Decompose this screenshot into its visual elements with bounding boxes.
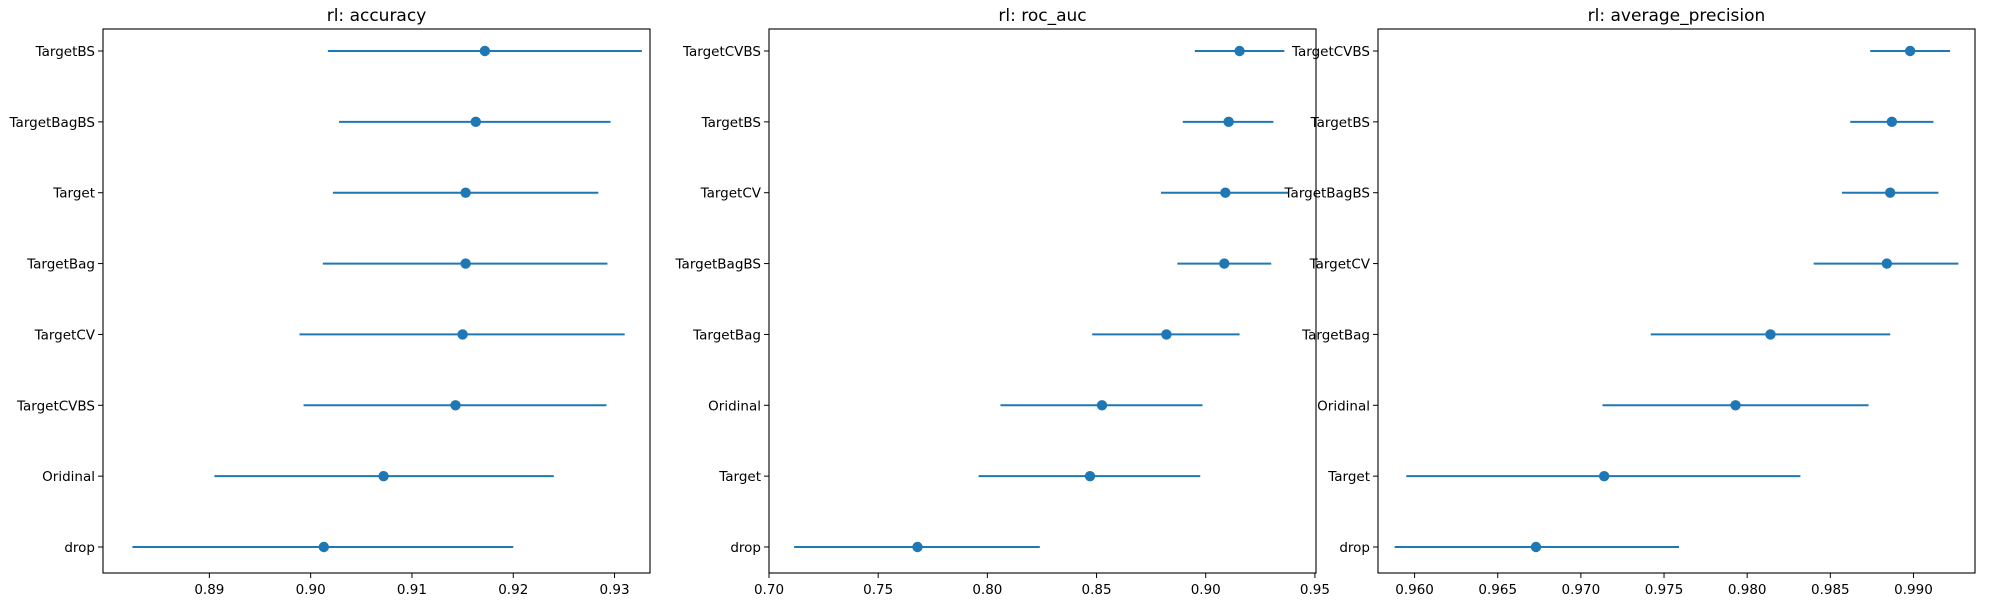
y-tick-label: TargetCV (1309, 257, 1371, 273)
y-tick-label: TargetBag (1301, 327, 1370, 343)
y-tick-label: TargetCVBS (1291, 44, 1370, 60)
x-tick-label: 0.85 (1082, 582, 1112, 598)
x-tick-label: 0.91 (397, 582, 427, 598)
x-tick-label: 0.93 (600, 582, 630, 598)
data-point-TargetBag (1765, 329, 1776, 340)
y-tick-label: TargetBS (1310, 115, 1370, 131)
data-point-TargetBagBS (1884, 187, 1896, 198)
x-tick-label: 0.89 (194, 582, 224, 598)
x-tick-label: 0.990 (1894, 582, 1933, 598)
y-tick-label: drop (730, 540, 761, 556)
data-point-TargetBS (479, 45, 491, 57)
y-tick-label: TargetBagBS (9, 115, 95, 131)
chart-title: rl: accuracy (327, 6, 427, 26)
x-tick-label: 0.965 (1478, 582, 1517, 598)
chart-panel-3: rl: average_precision TargetCVBS TargetBS T… (1284, 6, 1976, 598)
x-tick-label: 0.90 (1191, 582, 1221, 598)
data-point-TargetBagBS (470, 116, 481, 128)
data-point-Target (1084, 470, 1096, 482)
y-tick-label: Oridinal (1317, 398, 1370, 414)
data-point-Target (1598, 470, 1610, 482)
y-tick-label: Target (718, 469, 761, 485)
y-tick-label: TargetBag (692, 327, 761, 343)
x-tick-label: 0.980 (1728, 582, 1767, 598)
axes-frame (768, 28, 1317, 574)
x-tick-label: 0.970 (1562, 582, 1601, 598)
y-tick-label: TargetBagBS (675, 257, 761, 273)
y-tick-label: Oridinal (42, 469, 95, 485)
data-point-TargetCV (457, 329, 468, 340)
data-point-TargetBS (1223, 116, 1234, 128)
data-point-drop (1530, 541, 1542, 553)
x-tick-label: 0.70 (754, 582, 784, 598)
x-tick-label: 0.975 (1645, 582, 1684, 598)
chart-panel-1: rl: accuracy TargetBS TargetBagBS Target Tar… (9, 6, 651, 598)
chart-panel-2: rl: roc_auc TargetCVBS TargetBS TargetCV Tar… (675, 6, 1330, 598)
x-tick-label: 0.985 (1811, 582, 1850, 598)
data-point-TargetCV (1220, 187, 1231, 198)
data-point-drop (318, 541, 330, 553)
data-point-TargetBag (460, 258, 471, 269)
x-tick-label: 0.92 (498, 582, 528, 598)
y-tick-label: TargetCV (700, 186, 762, 202)
data-point-TargetCVBS (450, 400, 461, 411)
x-tick-label: 0.95 (1300, 582, 1330, 598)
axes-frame (1377, 28, 1976, 574)
chart-title: rl: roc_auc (998, 6, 1086, 26)
data-point-drop (912, 541, 923, 553)
data-point-Oridinal (1096, 400, 1108, 411)
data-point-Oridinal (378, 470, 389, 482)
data-point-Oridinal (1730, 400, 1741, 411)
x-tick-label: 0.80 (972, 582, 1002, 598)
x-tick-label: 0.960 (1395, 582, 1434, 598)
y-tick-label: TargetBS (35, 44, 95, 60)
axes-frame (102, 28, 651, 574)
x-tick-label: 0.90 (296, 582, 326, 598)
y-tick-label: TargetBS (701, 115, 761, 131)
data-point-TargetBagBS (1219, 258, 1230, 269)
y-tick-label: drop (64, 540, 95, 556)
y-tick-label: TargetCVBS (682, 44, 761, 60)
data-point-TargetCVBS (1234, 45, 1245, 57)
data-point-TargetCVBS (1904, 45, 1916, 57)
data-point-TargetCV (1881, 258, 1893, 269)
y-tick-label: TargetBagBS (1284, 186, 1370, 202)
data-point-Target (460, 187, 471, 198)
chart-title: rl: average_precision (1588, 6, 1766, 26)
y-tick-label: TargetBag (26, 257, 95, 273)
y-tick-label: Oridinal (708, 398, 761, 414)
y-tick-label: drop (1339, 540, 1370, 556)
y-tick-label: TargetCVBS (16, 398, 95, 414)
data-point-TargetBag (1161, 329, 1172, 340)
data-point-TargetBS (1886, 116, 1898, 128)
x-tick-label: 0.75 (863, 582, 893, 598)
y-tick-label: Target (1327, 469, 1370, 485)
y-tick-label: Target (52, 186, 95, 202)
y-tick-label: TargetCV (34, 327, 96, 343)
